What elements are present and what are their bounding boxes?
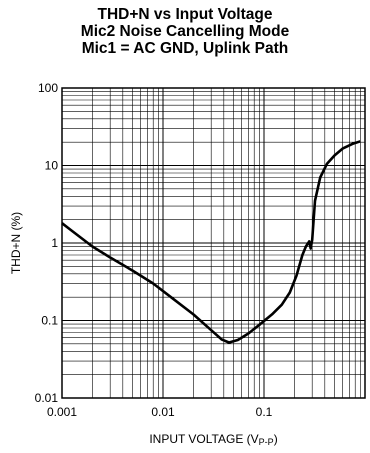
chart-title-line-1: THD+N vs Input Voltage [97,6,273,23]
series-line-thd-n [61,140,361,344]
y-tick-label: 1 [51,236,58,250]
chart-title-line-3: Mic1 = AC GND, Uplink Path [81,40,289,57]
chart-title-line-2: Mic2 Noise Cancelling Mode [80,23,290,40]
x-axis-label-main: INPUT VOLTAGE (V [149,432,258,446]
y-tick-label: 0.01 [35,391,59,405]
y-axis-label: THD+N (%) [9,212,23,274]
y-tick-label: 100 [38,81,58,95]
y-tick-labels: 0.01 0.1 1 10 100 [35,81,59,405]
x-tick-labels: 0.001 0.01 0.1 [47,405,273,419]
x-axis-label: INPUT VOLTAGE (VP-P) [149,432,277,447]
grid-lines [62,88,365,398]
x-tick-label: 0.001 [47,405,77,419]
y-tick-label: 0.1 [41,314,58,328]
y-tick-label: 10 [45,159,59,173]
plot-frame [61,87,366,399]
x-axis-label-subscript: P-P [259,437,274,447]
x-axis-label-end: ) [274,432,278,446]
x-tick-label: 0.1 [256,405,273,419]
x-tick-label: 0.01 [151,405,175,419]
